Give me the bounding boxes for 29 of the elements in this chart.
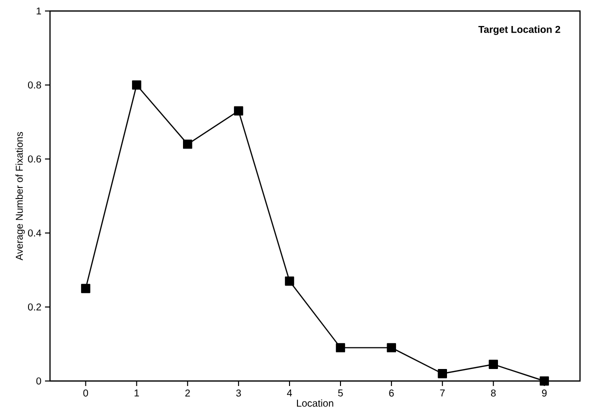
y-tick-label: 0.2 [28, 303, 41, 311]
point [284, 276, 294, 286]
y-tick-label: 0.8 [28, 81, 42, 89]
x-tick-label: 2 [185, 390, 190, 396]
x-axis-title: Location [296, 399, 334, 407]
y-tick-label: 0.4 [28, 229, 42, 237]
x-tick-label: 0 [83, 390, 88, 397]
x-tick-label: 6 [389, 390, 394, 397]
x-tick-label: 7 [440, 390, 445, 396]
annotation: Target Location 2 [478, 26, 560, 35]
point [438, 369, 448, 378]
x-tick-label: 5 [338, 390, 343, 396]
x-tick-label: 8 [491, 390, 496, 397]
point [234, 106, 244, 116]
point [488, 360, 498, 369]
point [386, 343, 396, 352]
y-tick-label: 1 [36, 8, 42, 14]
y-axis-title: Average Number of Fixations [16, 132, 25, 260]
point [132, 80, 142, 90]
point [540, 376, 549, 386]
y-tick-label: 0 [36, 377, 42, 385]
x-tick-label: 4 [286, 390, 292, 396]
y-tick-label: 0.6 [28, 155, 42, 163]
point [336, 343, 346, 352]
x-tick-label: 3 [236, 390, 241, 397]
point [81, 284, 90, 294]
x-tick-label: 1 [134, 390, 139, 396]
point [183, 140, 192, 149]
x-tick-label: 9 [542, 390, 547, 397]
